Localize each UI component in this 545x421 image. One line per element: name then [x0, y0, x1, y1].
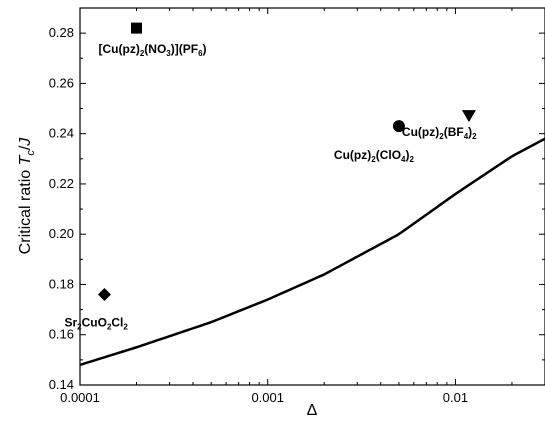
y-tick-label: 0.16	[49, 327, 74, 342]
y-tick-label: 0.24	[49, 126, 74, 141]
y-tick-label: 0.22	[49, 176, 74, 191]
points-layer	[97, 22, 476, 302]
point-annotation: [Cu(pz)2(NO3)](PF6)	[99, 42, 207, 58]
data-point-triangle-down	[461, 110, 476, 123]
y-tick-label: 0.28	[49, 25, 74, 40]
point-annotation: Cu(pz)2(BF4)2	[402, 125, 477, 141]
axis-ticks: 0.14 0.16 0.18 0.20 0.22 0.24 0.26 0.28 0.0001 0.…	[49, 8, 545, 405]
curve-layer	[79, 137, 545, 367]
point-annotation: Sr2CuO2Cl2	[64, 316, 128, 332]
plot-frame	[79, 7, 545, 386]
data-point-diamond	[97, 288, 111, 302]
x-tick-label: 0.01	[443, 390, 468, 405]
point-annotation: Cu(pz)2(ClO4)2	[334, 148, 415, 164]
data-point-square	[131, 22, 143, 34]
data-point-circle	[392, 120, 405, 133]
y-tick-label: 0.14	[49, 377, 74, 392]
y-tick-label: 0.18	[49, 276, 74, 291]
y-axis-label: Critical ratio Tc/J	[17, 137, 37, 255]
x-axis-label: Δ	[307, 402, 318, 419]
series-curve	[79, 137, 545, 367]
y-tick-label: 0.26	[49, 75, 74, 90]
x-tick-label: 0.001	[251, 390, 284, 405]
y-tick-label: 0.20	[49, 226, 74, 241]
x-tick-label: 0.0001	[60, 390, 100, 405]
annotations-layer: [Cu(pz)2(NO3)](PF6) Cu(pz)2(ClO4)2 Cu(pz)2…	[64, 42, 477, 331]
